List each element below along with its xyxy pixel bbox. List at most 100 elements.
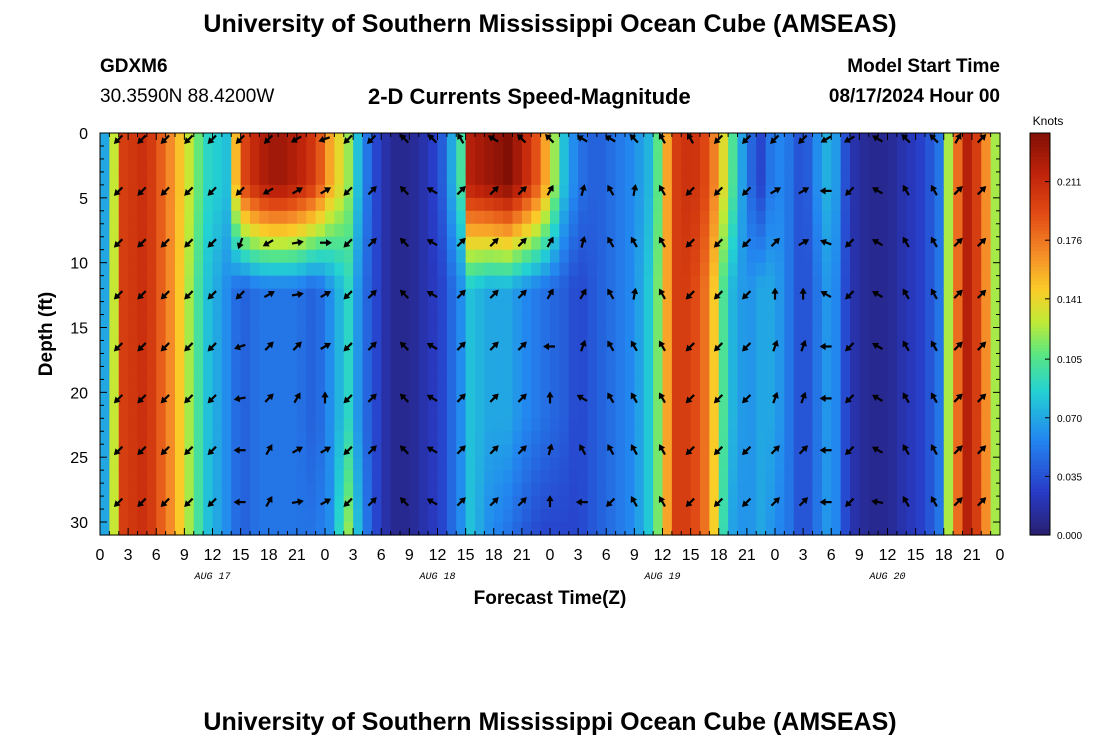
heatmap-cell [587, 236, 598, 251]
heatmap-cell [887, 171, 898, 186]
heatmap-cell [671, 366, 682, 380]
heatmap-cell [765, 340, 776, 355]
heatmap-cell [353, 184, 364, 199]
heatmap-cell [578, 418, 589, 432]
heatmap-cell [934, 171, 945, 186]
heatmap-cell [728, 145, 739, 160]
heatmap-cell [625, 509, 635, 523]
heatmap-cell [812, 236, 823, 251]
x-tick-label: 9 [630, 547, 639, 564]
heatmap-cell [634, 522, 645, 536]
heatmap-cell [915, 210, 926, 225]
heatmap-cell [831, 509, 842, 523]
current-vector [771, 391, 779, 404]
heatmap-cell [418, 327, 429, 342]
heatmap-cell [128, 457, 139, 471]
current-vector [546, 443, 554, 456]
heatmap-cell [634, 288, 645, 303]
current-vector [872, 290, 883, 299]
heatmap-cell [868, 288, 879, 303]
colorbar-tick-label: 0.105 [1057, 355, 1082, 366]
y-tick-label: 20 [70, 385, 88, 402]
heatmap-cell [709, 470, 720, 484]
heatmap-cell [400, 171, 410, 186]
heatmap-cell [578, 301, 589, 316]
heatmap-cell [184, 158, 195, 173]
heatmap-cell [540, 366, 551, 380]
heatmap-cell [559, 262, 570, 277]
heatmap-cell [990, 301, 1001, 316]
heatmap-cell [981, 392, 992, 406]
heatmap-cell [306, 197, 317, 212]
heatmap-cell [203, 171, 214, 186]
heatmap-cell [203, 314, 214, 329]
heatmap-cell [371, 223, 382, 238]
heatmap-cell [681, 314, 692, 329]
heatmap-cell [390, 509, 401, 523]
heatmap-cell [559, 431, 570, 445]
heatmap-cell [868, 405, 879, 419]
heatmap-cell [109, 301, 120, 316]
heatmap-cell [990, 444, 1001, 458]
heatmap-cell [165, 405, 176, 419]
heatmap-cell [728, 470, 739, 484]
heatmap-cell [859, 184, 870, 199]
heatmap-cell [793, 133, 804, 147]
heatmap-cell [681, 522, 692, 536]
heatmap-cell [934, 249, 945, 264]
heatmap-cell [756, 496, 767, 510]
current-vector [798, 187, 810, 195]
heatmap-cell [484, 418, 495, 432]
heatmap-cell [128, 184, 139, 199]
heatmap-cell [840, 340, 851, 355]
heatmap-cell [859, 314, 870, 329]
heatmap-cell [390, 171, 401, 186]
heatmap-cell [540, 288, 551, 303]
heatmap-cell [634, 184, 645, 199]
heatmap-cell [840, 145, 851, 160]
heatmap-cell [728, 210, 739, 225]
heatmap-cell [878, 275, 889, 290]
heatmap-cell [925, 392, 935, 406]
current-vector [367, 393, 377, 403]
heatmap-cell [643, 275, 654, 290]
heatmap-cell [690, 392, 701, 406]
heatmap-cell [868, 431, 879, 445]
current-vector [658, 184, 666, 196]
heatmap-cell [315, 184, 326, 199]
heatmap-cell [943, 496, 954, 510]
heatmap-cell [606, 210, 617, 225]
heatmap-cell [681, 483, 692, 497]
heatmap-cell [231, 133, 242, 147]
heatmap-cell [737, 171, 748, 186]
heatmap-cell [315, 379, 326, 393]
heatmap-cell [803, 431, 814, 445]
heatmap-cell [540, 262, 551, 277]
heatmap-cell [775, 327, 785, 342]
heatmap-cell [868, 236, 879, 251]
heatmap-cell [568, 379, 579, 393]
heatmap-cell [418, 470, 429, 484]
heatmap-cell [878, 340, 889, 355]
heatmap-cell [587, 457, 598, 471]
heatmap-cell [596, 314, 607, 329]
heatmap-cell [503, 236, 514, 251]
heatmap-cell [240, 392, 251, 406]
heatmap-cell [259, 431, 270, 445]
heatmap-cell [550, 171, 560, 186]
heatmap-cell [175, 314, 185, 329]
current-vector [367, 185, 377, 196]
colorbar-segment [1030, 323, 1050, 328]
heatmap-cell [353, 197, 364, 212]
heatmap-cell [831, 522, 842, 536]
heatmap-cell [990, 197, 1001, 212]
heatmap-cell [521, 184, 532, 199]
heatmap-cell [531, 444, 542, 458]
current-vector [713, 394, 724, 404]
heatmap-cell [775, 431, 785, 445]
footer-title: University of Southern Mississippi Ocean… [203, 708, 897, 736]
x-tick-label: 6 [152, 547, 161, 564]
heatmap-cell [484, 353, 495, 368]
heatmap-cell [165, 171, 176, 186]
heatmap-cell [100, 301, 110, 316]
